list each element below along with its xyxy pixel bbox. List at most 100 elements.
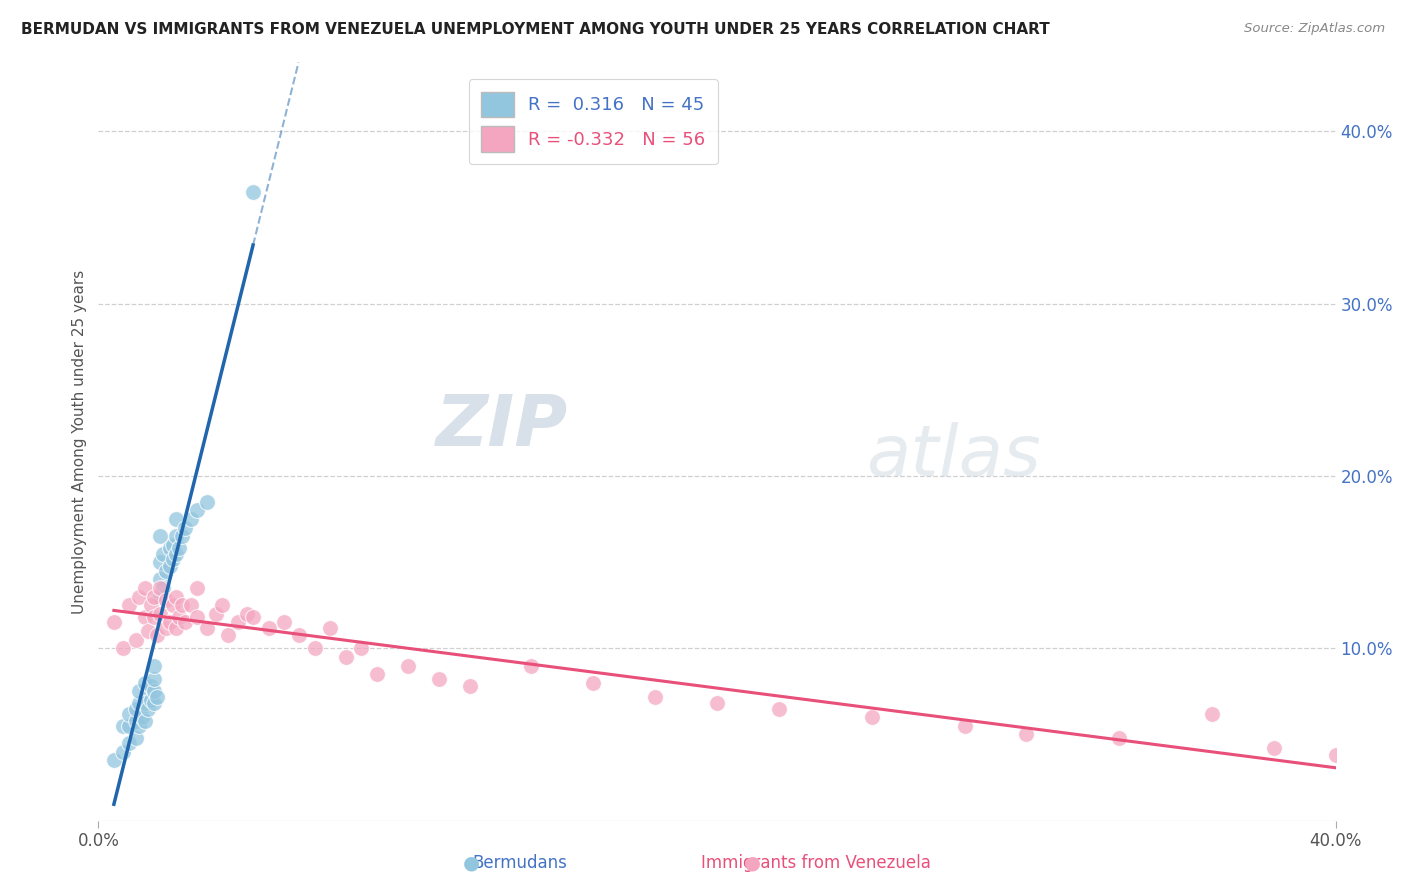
Point [350,641,373,656]
Point [1108,731,1130,745]
Point [644,690,666,704]
Point [242,185,264,199]
Point [458,679,481,693]
Point [152,581,174,595]
Point [162,538,184,552]
Point [112,719,135,733]
Point [149,581,172,595]
Point [273,615,295,630]
Point [139,679,162,693]
Point [124,731,146,745]
Point [226,615,249,630]
Text: Source: ZipAtlas.com: Source: ZipAtlas.com [1244,22,1385,36]
Point [165,547,187,561]
Point [582,675,605,690]
Point [257,621,280,635]
Point [118,599,141,613]
Point [149,555,172,569]
Point [159,615,181,630]
Point [159,558,181,573]
Point [167,541,190,556]
Point [706,697,728,711]
Text: ZIP: ZIP [436,392,568,461]
Point [366,667,388,681]
Point [143,673,166,687]
Point [134,697,156,711]
Point [124,701,146,715]
Point [860,710,883,724]
Point [335,649,357,664]
Point [136,624,159,639]
Text: Bermudans: Bermudans [472,855,568,872]
Point [520,658,543,673]
Text: Immigrants from Venezuela: Immigrants from Venezuela [700,855,931,872]
Point [149,607,172,621]
Text: atlas: atlas [866,422,1040,491]
Point [217,627,239,641]
Point [159,541,181,556]
Point [165,512,187,526]
Point [128,684,150,698]
Point [103,615,125,630]
Point [165,590,187,604]
Point [1263,741,1285,756]
Point [124,632,146,647]
Point [205,607,228,621]
Point [139,693,162,707]
Point [124,714,146,728]
Point [128,719,150,733]
Point [1015,727,1038,741]
Point [131,710,153,724]
Point [118,719,141,733]
Point [149,529,172,543]
Text: ●: ● [463,854,479,873]
Point [134,610,156,624]
Point [149,590,172,604]
Point [186,610,208,624]
Point [134,675,156,690]
Point [211,599,233,613]
Point [143,697,166,711]
Point [195,495,218,509]
Point [186,503,208,517]
Text: ●: ● [744,854,761,873]
Point [304,641,326,656]
Point [143,590,166,604]
Point [155,564,177,578]
Point [143,658,166,673]
Point [170,529,193,543]
Point [953,719,976,733]
Point [180,599,202,613]
Point [195,621,218,635]
Point [118,736,141,750]
Point [134,581,156,595]
Point [1324,748,1347,763]
Point [128,697,150,711]
Point [143,684,166,698]
Point [165,529,187,543]
Point [1201,706,1223,721]
Point [146,627,169,641]
Point [139,599,162,613]
Point [146,690,169,704]
Point [319,621,342,635]
Point [155,621,177,635]
Point [174,615,197,630]
Point [174,521,197,535]
Point [186,581,208,595]
Text: BERMUDAN VS IMMIGRANTS FROM VENEZUELA UNEMPLOYMENT AMONG YOUTH UNDER 25 YEARS CO: BERMUDAN VS IMMIGRANTS FROM VENEZUELA UN… [21,22,1050,37]
Point [165,621,187,635]
Point [149,573,172,587]
Point [112,745,135,759]
Point [288,627,311,641]
Point [180,512,202,526]
Point [152,547,174,561]
Point [162,551,184,566]
Point [242,610,264,624]
Point [236,607,259,621]
Point [167,610,190,624]
Point [103,753,125,767]
Point [155,593,177,607]
Point [134,714,156,728]
Legend: R =  0.316   N = 45, R = -0.332   N = 56: R = 0.316 N = 45, R = -0.332 N = 56 [468,79,718,164]
